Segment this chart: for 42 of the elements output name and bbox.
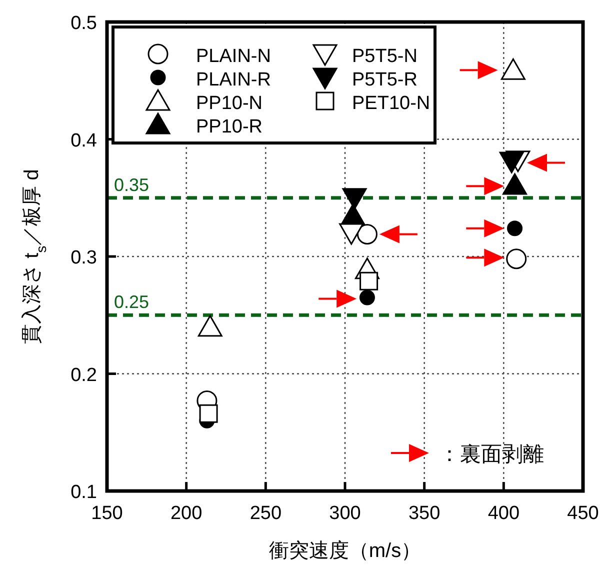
y-tick-label: 0.2 <box>70 364 97 386</box>
legend-label: PP10-N <box>196 93 263 114</box>
point <box>199 404 218 423</box>
point <box>484 219 504 238</box>
point <box>379 225 400 244</box>
point <box>500 58 526 80</box>
point <box>526 154 547 172</box>
x-tick-label: 300 <box>329 503 361 524</box>
legend-label: PET10-N <box>352 93 430 114</box>
ref-line-label: 0.35 <box>114 174 150 195</box>
x-tick-label: 400 <box>488 503 520 524</box>
legend-label: PP10-R <box>196 116 263 138</box>
x-tick-label: 150 <box>91 503 123 524</box>
y-tick-label: 0.3 <box>70 248 97 268</box>
point <box>360 272 378 290</box>
point <box>342 188 367 210</box>
x-axis-title: 衝突速度（m/s） <box>268 540 422 562</box>
legend-label: P5T5-N <box>352 46 418 67</box>
legend-label: ：裏面剥離 <box>439 443 544 466</box>
legend-label: PLAIN-N <box>196 46 271 67</box>
point <box>502 173 528 195</box>
point <box>506 248 527 270</box>
point <box>484 248 504 267</box>
y-tick-label: 0.1 <box>70 482 97 503</box>
point <box>499 152 524 174</box>
point <box>507 220 523 236</box>
x-tick-label: 350 <box>408 503 440 524</box>
x-tick-label: 250 <box>250 503 282 524</box>
point <box>356 224 378 244</box>
legend-label: PLAIN-R <box>196 70 271 90</box>
legend-label: P5T5-R <box>352 70 418 90</box>
point <box>339 223 364 245</box>
y-tick-label: 0.4 <box>70 130 98 152</box>
point <box>359 290 375 306</box>
point <box>484 177 504 196</box>
x-tick-label: 200 <box>170 503 202 524</box>
point <box>198 315 222 337</box>
y-tick-label: 0.5 <box>70 13 97 34</box>
ref-line-label: 0.25 <box>114 292 150 312</box>
x-tick-label: 450 <box>567 503 599 524</box>
point <box>336 290 357 308</box>
point <box>478 61 498 80</box>
